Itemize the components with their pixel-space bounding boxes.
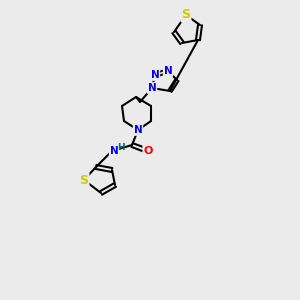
Text: H: H xyxy=(117,142,125,152)
Text: N: N xyxy=(148,83,156,93)
Text: N: N xyxy=(151,70,159,80)
Text: N: N xyxy=(164,66,172,76)
Text: S: S xyxy=(182,8,190,22)
Text: O: O xyxy=(143,146,153,156)
Text: N: N xyxy=(134,125,142,135)
Text: S: S xyxy=(80,173,88,187)
Text: N: N xyxy=(110,146,118,156)
